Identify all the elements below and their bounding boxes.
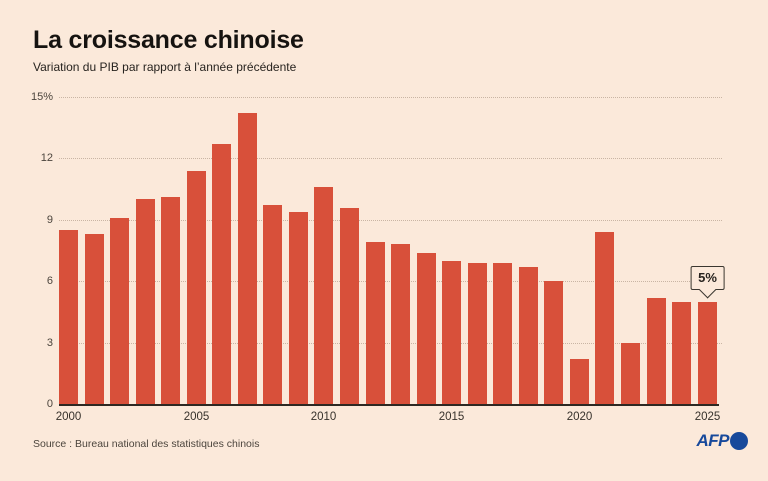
gridline <box>59 97 722 98</box>
gridline <box>59 158 722 160</box>
bar-2000 <box>59 230 78 404</box>
bar-2014 <box>416 252 436 404</box>
x-tick-label: 2020 <box>566 411 593 423</box>
x-axis-line <box>59 404 719 406</box>
bar-2006 <box>212 144 232 404</box>
gridline <box>59 219 722 221</box>
bar-2011 <box>340 207 360 404</box>
bar-2015 <box>442 260 462 404</box>
bar-2009 <box>288 211 308 404</box>
source-note: Source : Bureau national des statistique… <box>33 438 260 450</box>
x-axis-labels: 2000 2005 2010 2015 2020 2025 <box>56 97 722 423</box>
annotation-callout: 5% <box>690 266 725 290</box>
bar-2005 <box>186 170 206 404</box>
y-tick-label: 12 <box>40 152 53 165</box>
annotation-label: 5% <box>698 270 717 285</box>
y-tick-label: 6 <box>46 275 53 288</box>
y-tick-label: 9 <box>46 213 53 226</box>
afp-logo-text: AFP <box>696 431 730 450</box>
afp-logo-dot-icon <box>730 432 748 450</box>
y-tick-label: 3 <box>46 336 53 349</box>
bar-2021 <box>595 232 615 404</box>
bar-2008 <box>263 205 283 404</box>
page-title: La croissance chinoise <box>33 26 304 54</box>
bar-2018 <box>518 266 538 404</box>
bar-2019 <box>544 281 564 404</box>
bar-2024 <box>672 301 692 404</box>
gridline <box>59 342 722 344</box>
bars-layer <box>59 97 717 404</box>
y-tick-label: 15% <box>30 91 53 103</box>
bar-2012 <box>365 242 385 404</box>
bar-2013 <box>391 244 411 404</box>
bar-2007 <box>237 113 257 404</box>
bar-2002 <box>110 217 130 404</box>
bar-2010 <box>314 187 334 404</box>
afp-logo: AFP <box>696 431 748 451</box>
bar-2016 <box>467 262 487 404</box>
x-tick-label: 2005 <box>183 411 210 423</box>
bar-2020 <box>569 358 589 404</box>
gridline <box>59 281 722 283</box>
y-tick-label: 0 <box>46 398 53 410</box>
bar-2025 <box>697 301 717 404</box>
bar-2023 <box>646 297 666 404</box>
bar-2003 <box>135 199 155 404</box>
chart-subtitle: Variation du PIB par rapport à l’année p… <box>33 60 297 74</box>
bar-2022 <box>621 342 641 404</box>
bar-2017 <box>493 262 513 404</box>
x-tick-label: 2015 <box>438 411 465 423</box>
x-tick-label: 2000 <box>55 411 82 423</box>
x-tick-label: 2025 <box>694 411 721 423</box>
bar-2004 <box>161 197 181 404</box>
bar-chart: 15% 12 9 6 3 0 2000 2005 2010 2015 2020 2025 5% <box>31 91 725 423</box>
x-tick-label: 2010 <box>310 411 337 423</box>
bar-2001 <box>84 234 104 404</box>
